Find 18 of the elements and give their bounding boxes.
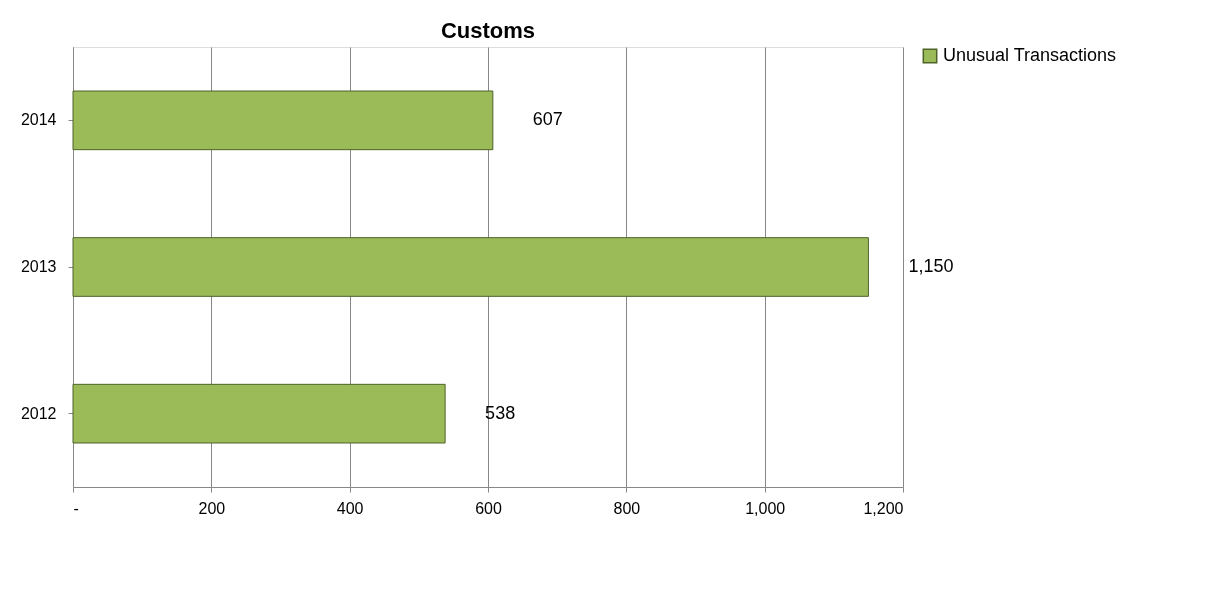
x-tick-label: 1,200: [863, 499, 904, 517]
x-tick-label: 400: [336, 499, 364, 517]
bar: [72, 237, 869, 297]
text: 538: [485, 402, 516, 423]
x-tick-label: 200: [198, 499, 226, 517]
y-tick-label: 2014: [20, 111, 57, 129]
bar: [72, 90, 494, 151]
chart-title: Customs: [440, 18, 536, 43]
y-tick-label: 2012: [20, 404, 57, 422]
x-tick-label: 1,000: [745, 499, 786, 517]
x-tick-label: 800: [613, 499, 641, 517]
legend-label: Unusual Transactions: [943, 45, 1117, 65]
text: 1,150: [908, 256, 954, 276]
text: 607: [532, 109, 563, 130]
x-tick-label: 600: [475, 499, 502, 517]
x-tick-label: -: [73, 499, 79, 517]
bar: [72, 383, 446, 444]
y-tick-label: 2013: [20, 258, 57, 275]
